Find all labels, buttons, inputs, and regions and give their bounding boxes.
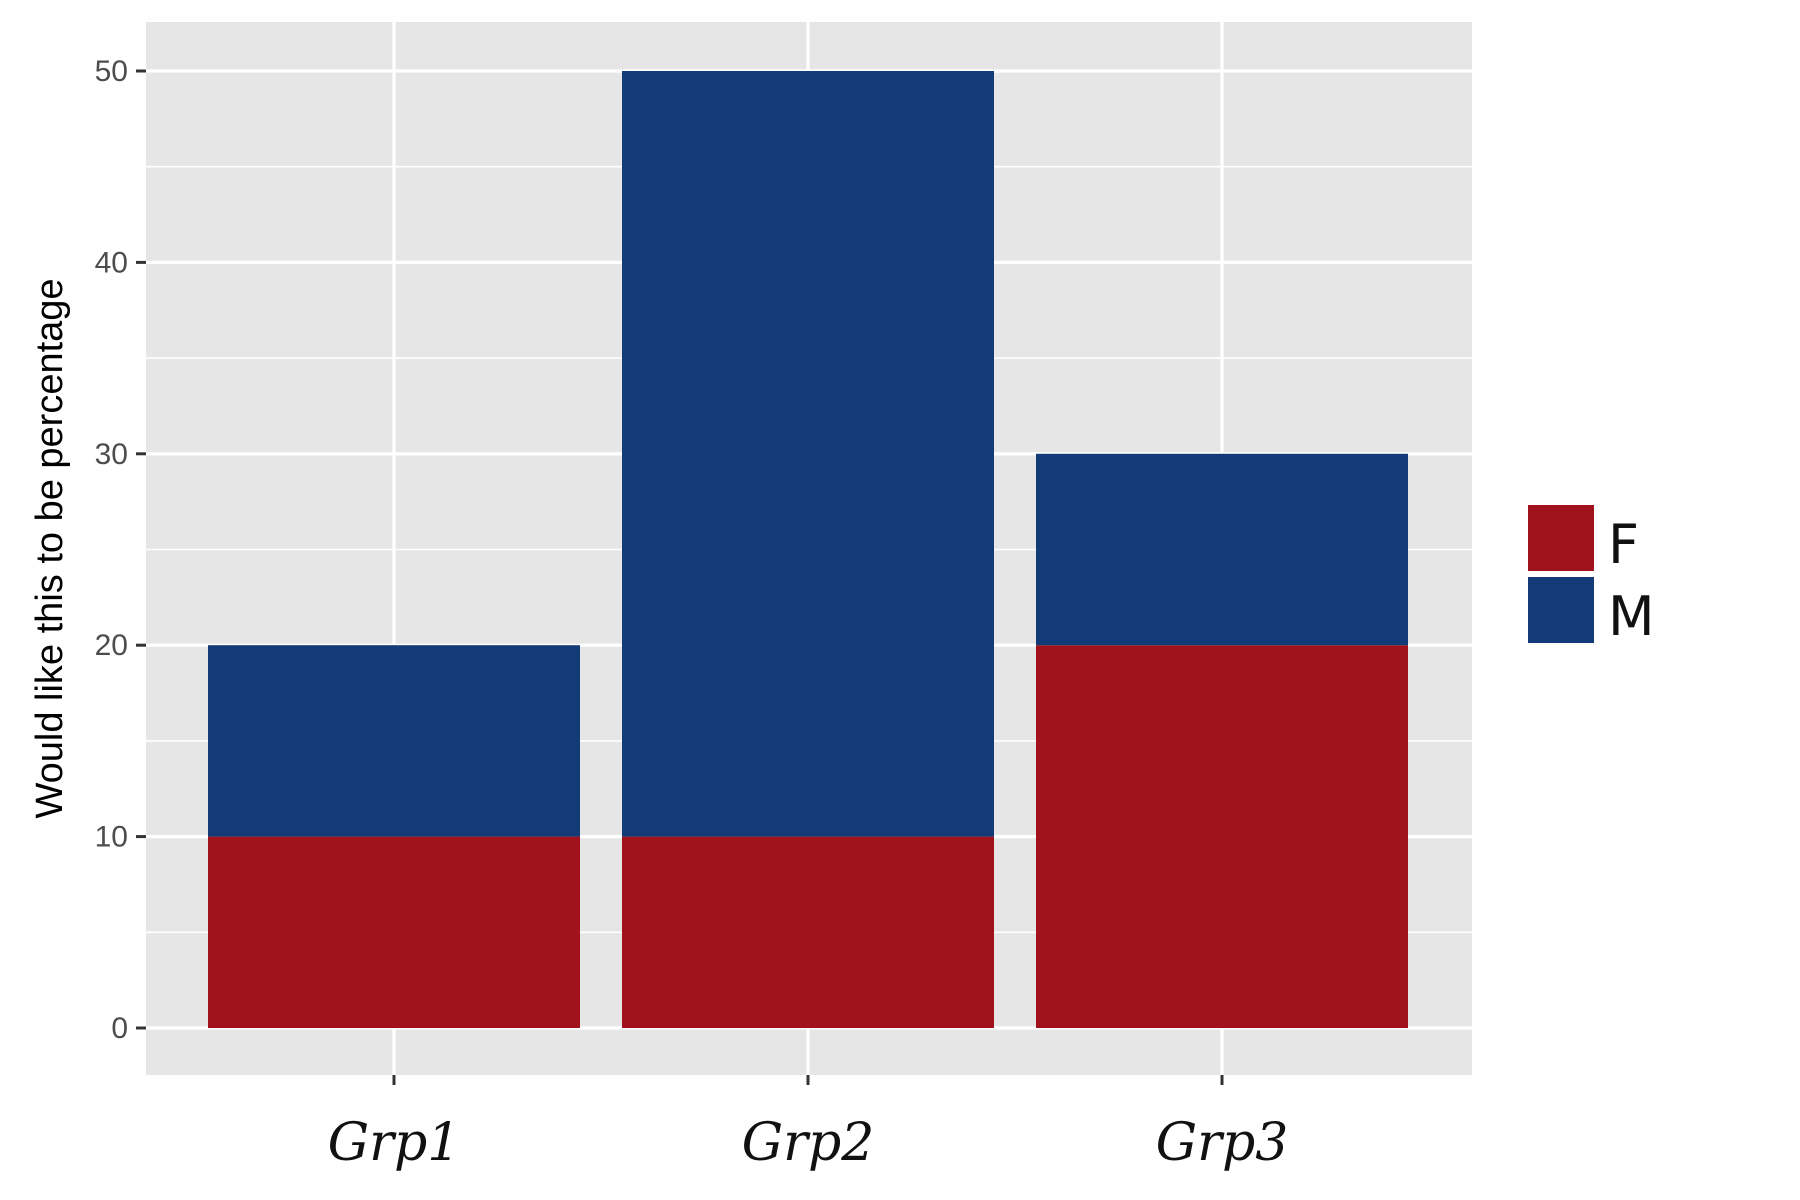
legend: FM [1528, 505, 1655, 648]
x-tick-label: Grp3 [1156, 1113, 1289, 1173]
y-tick-label: 0 [111, 1012, 128, 1045]
bar-M-Grp2 [622, 71, 994, 837]
legend-key-F [1528, 505, 1594, 571]
x-tick-label: Grp2 [742, 1113, 875, 1173]
bar-M-Grp3 [1036, 453, 1408, 646]
y-tick-label: 20 [95, 629, 128, 662]
legend-label-M: M [1608, 585, 1655, 648]
bar-F-Grp1 [208, 836, 580, 1028]
bars [208, 71, 1408, 1028]
x-axis: Grp1 Grp2 Grp3 [328, 1075, 1289, 1173]
bar-M-Grp1 [208, 645, 580, 837]
bar-F-Grp2 [622, 836, 994, 1028]
legend-key-M [1528, 577, 1594, 643]
y-tick-label: 30 [95, 438, 128, 471]
y-tick-label: 40 [95, 246, 128, 279]
x-tick-label: Grp1 [328, 1113, 461, 1173]
y-axis-title: Would like this to be percentage [29, 278, 71, 818]
y-tick-label: 10 [95, 821, 128, 854]
y-tick-label: 50 [95, 55, 128, 88]
legend-label-F: F [1608, 513, 1639, 576]
bar-F-Grp3 [1036, 645, 1408, 1028]
y-axis: 0 10 20 30 40 50 [95, 55, 146, 1045]
